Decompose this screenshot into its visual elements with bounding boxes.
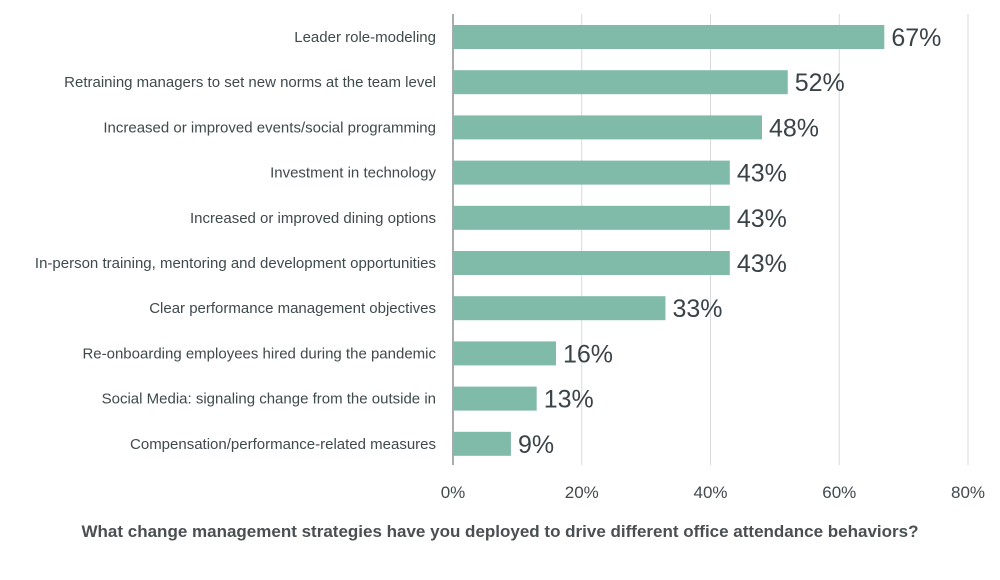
bar-3	[453, 115, 762, 140]
bar-8	[453, 341, 556, 366]
category-label: Compensation/performance-related measure…	[130, 436, 436, 453]
bar-7	[453, 296, 666, 321]
value-label: 9%	[518, 431, 554, 459]
value-label: 16%	[563, 340, 613, 368]
category-label: Re-onboarding employees hired during the…	[82, 345, 436, 362]
category-label: Clear performance management objectives	[149, 300, 436, 317]
value-label: 52%	[795, 69, 845, 97]
category-label: Retraining managers to set new norms at …	[64, 74, 436, 91]
x-tick-label: 60%	[822, 483, 856, 502]
value-label: 33%	[672, 295, 722, 323]
value-labels: 67% 52% 48% 43% 43% 43% 33% 16% 13% 9%	[518, 24, 941, 459]
bar-2	[453, 70, 788, 95]
category-label: Social Media: signaling change from the …	[102, 391, 436, 408]
category-label: In-person training, mentoring and develo…	[35, 255, 436, 272]
value-label: 48%	[769, 114, 819, 142]
category-label: Investment in technology	[270, 165, 436, 182]
bar-1	[453, 25, 885, 49]
value-label: 43%	[737, 250, 787, 278]
bar-4	[453, 160, 730, 185]
chart-title: What change management strategies have y…	[81, 522, 919, 541]
x-tick-label: 20%	[565, 483, 599, 502]
x-tick-label: 80%	[951, 483, 985, 502]
value-label: 43%	[737, 160, 787, 188]
value-label: 13%	[544, 386, 594, 414]
bar-6	[453, 251, 730, 275]
value-label: 43%	[737, 205, 787, 233]
category-labels: Leader role-modeling Retraining managers …	[35, 29, 437, 453]
bar-9	[453, 386, 537, 411]
category-label: Increased or improved dining options	[190, 210, 436, 227]
category-label: Leader role-modeling	[294, 29, 436, 46]
bars	[453, 25, 885, 456]
value-label: 67%	[891, 24, 941, 52]
bar-5	[453, 205, 730, 230]
bar-10	[453, 431, 511, 456]
x-tick-label: 40%	[693, 483, 727, 502]
x-axis-ticks: 0% 20% 40% 60% 80%	[441, 483, 985, 502]
category-label: Increased or improved events/social prog…	[103, 119, 436, 136]
x-tick-label: 0%	[441, 483, 466, 502]
